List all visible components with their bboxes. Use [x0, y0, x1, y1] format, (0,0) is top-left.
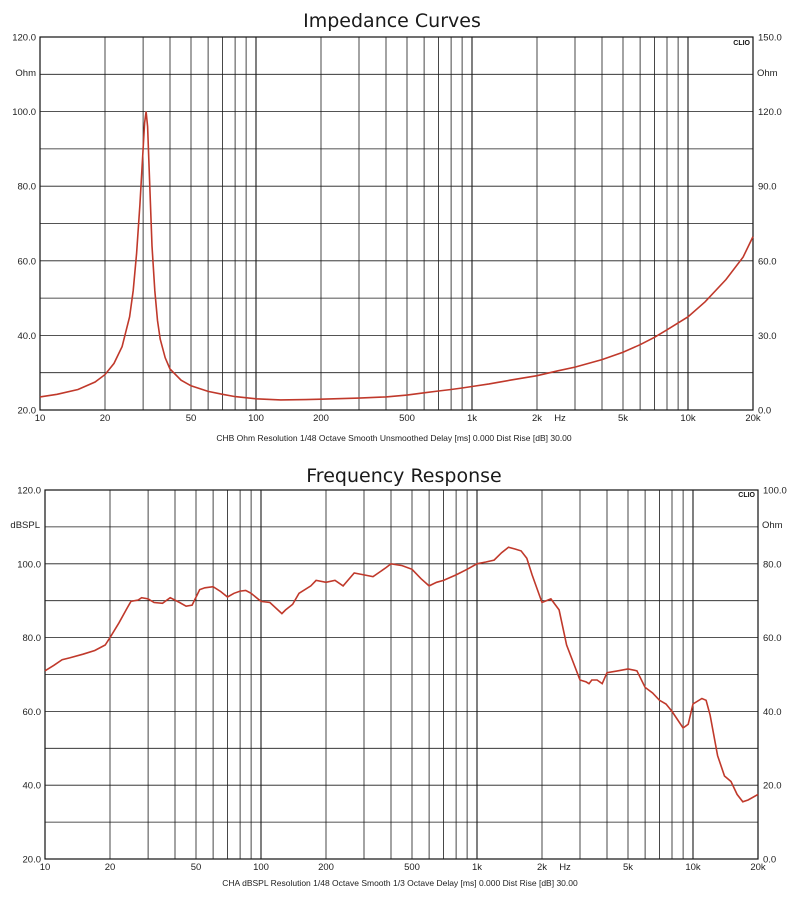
grid-lines — [45, 490, 758, 859]
measurement-settings: CHA dBSPL Resolution 1/48 Octave Smooth … — [222, 878, 578, 888]
y2-tick-label: 20.0 — [763, 781, 782, 792]
x-tick-label: 1k — [467, 413, 477, 424]
x-tick-label: 10 — [35, 413, 46, 424]
y-tick-label: 40.0 — [18, 331, 37, 342]
x-tick-label: 500 — [404, 862, 420, 873]
y2-tick-label: 120.0 — [758, 107, 782, 118]
x-tick-label: 1k — [472, 862, 482, 873]
x-tick-label: 10 — [40, 862, 51, 873]
y-unit-label: Ohm — [15, 68, 36, 79]
x-tick-label: 500 — [399, 413, 415, 424]
y2-tick-label: 60.0 — [758, 256, 777, 267]
y-tick-label: 20.0 — [18, 406, 37, 417]
x-tick-label: 100 — [248, 413, 264, 424]
x-tick-label: 2k — [532, 413, 542, 424]
y2-tick-label: 40.0 — [763, 707, 782, 718]
y-tick-label: 100.0 — [12, 107, 36, 118]
y2-tick-label: 90.0 — [758, 182, 777, 193]
frequency-response-series-line — [44, 546, 759, 803]
x-tick-label: 20k — [745, 413, 761, 424]
chart-title: Frequency Response — [306, 465, 501, 487]
y2-tick-label: 0.0 — [763, 855, 776, 866]
x-tick-label: 100 — [253, 862, 269, 873]
impedance-chart: Impedance Curves 20.040.060.080.0100.012… — [12, 10, 782, 443]
x-tick-label: 10k — [685, 862, 701, 873]
tick-labels: 20.0 40.0 60.0 80.0 100.0 120.0 0.0 30.0 60.0 90.… — [12, 33, 782, 425]
x-unit-label: Hz — [559, 862, 571, 873]
y2-tick-label: 100.0 — [763, 486, 787, 497]
x-tick-label: 5k — [623, 862, 633, 873]
x-tick-label: 50 — [191, 862, 202, 873]
x-tick-label: 200 — [318, 862, 334, 873]
y2-tick-label: 0.0 — [758, 406, 771, 417]
chart-title: Impedance Curves — [303, 10, 481, 32]
clio-badge: CLIO — [733, 40, 750, 47]
y2-tick-label: 80.0 — [763, 559, 782, 570]
y2-tick-label: 30.0 — [758, 331, 777, 342]
y-tick-label: 60.0 — [23, 707, 42, 718]
y2-unit-label: Ohm — [762, 520, 783, 531]
y-tick-label: 120.0 — [12, 33, 36, 44]
y-tick-label: 40.0 — [23, 781, 42, 792]
y2-tick-label: 60.0 — [763, 633, 782, 644]
x-tick-label: 20 — [105, 862, 116, 873]
measurement-settings: CHB Ohm Resolution 1/48 Octave Smooth Un… — [216, 433, 572, 443]
y-tick-label: 100.0 — [17, 559, 41, 570]
x-tick-label: 200 — [313, 413, 329, 424]
y-tick-label: 80.0 — [23, 633, 42, 644]
y-tick-label: 80.0 — [18, 182, 37, 193]
x-tick-label: 20k — [750, 862, 766, 873]
tick-labels: 20.0 40.0 60.0 80.0 100.0 120.0 0.0 20.0 40.0 60.… — [17, 486, 787, 874]
x-unit-label: Hz — [554, 413, 566, 424]
y-tick-label: 60.0 — [18, 256, 37, 267]
y2-tick-label: 150.0 — [758, 33, 782, 44]
x-tick-label: 10k — [680, 413, 696, 424]
x-tick-label: 50 — [186, 413, 197, 424]
y-tick-label: 120.0 — [17, 486, 41, 497]
y-unit-label: dBSPL — [10, 520, 40, 531]
y-tick-label: 20.0 — [23, 855, 42, 866]
impedance-series-line — [39, 111, 754, 401]
frequency-response-chart: Frequency Response 20.040.060.080.0100.0… — [10, 465, 786, 888]
x-tick-label: 5k — [618, 413, 628, 424]
x-tick-label: 2k — [537, 862, 547, 873]
x-tick-label: 20 — [100, 413, 111, 424]
grid-lines — [40, 37, 753, 410]
clio-badge: CLIO — [738, 492, 755, 499]
y2-unit-label: Ohm — [757, 68, 778, 79]
